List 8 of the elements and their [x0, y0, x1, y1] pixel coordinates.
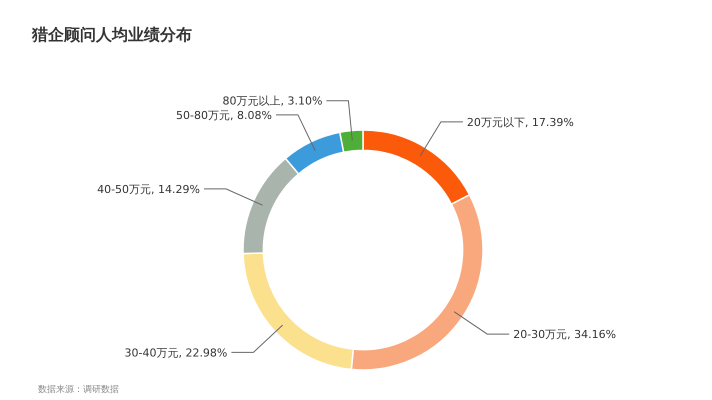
slice-label: 50-80万元, 8.08% — [176, 108, 272, 122]
slice-label: 20万元以下, 17.39% — [466, 116, 574, 129]
slice-label: 40-50万元, 14.29% — [97, 182, 200, 196]
slice-label: 30-40万元, 22.98% — [124, 346, 228, 360]
slice-label: 20-30万元, 34.16% — [513, 328, 616, 342]
source-note: 数据来源：调研数据 — [38, 384, 119, 395]
slice-label: 80万元以上, 3.10% — [222, 94, 322, 108]
chart-title: 猎企顾问人均业绩分布 — [31, 25, 192, 44]
